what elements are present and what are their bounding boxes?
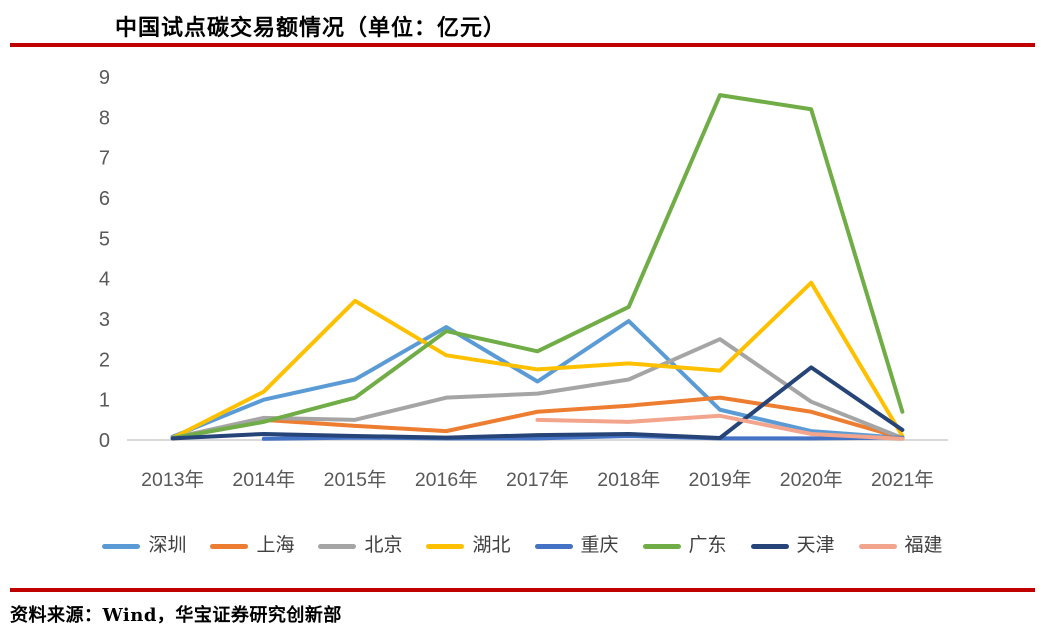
legend-item-beijing: 北京 — [318, 534, 402, 558]
series-line-shenzhen — [170, 319, 905, 440]
x-axis-label: 2016年 — [415, 469, 478, 491]
legend-label: 福建 — [904, 535, 943, 556]
legend-swatch-shanghai — [210, 543, 249, 549]
y-axis-tick: 6 — [99, 188, 110, 210]
x-axis-label: 2021年 — [871, 469, 934, 491]
x-axis-label: 2013年 — [141, 469, 204, 491]
series-line-shanghai — [170, 395, 905, 440]
series-line-tianjin — [170, 365, 905, 441]
top-divider — [10, 43, 1035, 47]
x-axis-label: 2017年 — [506, 469, 569, 491]
legend-label: 北京 — [364, 535, 403, 556]
legend-label: 广东 — [688, 535, 727, 556]
x-axis-label: 2020年 — [780, 469, 843, 491]
y-axis-tick: 2 — [99, 349, 110, 371]
legend-swatch-beijing — [318, 543, 357, 549]
legend-swatch-guangdong — [642, 543, 681, 549]
y-axis-tick: 3 — [99, 309, 110, 331]
legend-item-shenzhen: 深圳 — [102, 534, 186, 558]
y-axis-tick: 7 — [99, 148, 110, 170]
legend-item-tianjin: 天津 — [750, 534, 835, 558]
legend-item-fujian: 福建 — [858, 534, 943, 558]
y-axis-tick: 0 — [99, 430, 110, 452]
y-axis-tick: 4 — [99, 269, 110, 291]
series-line-beijing — [170, 337, 905, 440]
x-axis-label: 2019年 — [688, 469, 751, 491]
series-line-guangdong — [170, 93, 905, 440]
x-axis-label: 2014年 — [232, 469, 295, 491]
legend-label: 湖北 — [472, 535, 511, 556]
legend-swatch-shenzhen — [102, 543, 141, 549]
x-axis-label: 2015年 — [324, 469, 387, 491]
y-axis-tick: 9 — [99, 67, 110, 89]
legend-swatch-hubei — [426, 543, 465, 549]
legend-label: 天津 — [796, 535, 835, 556]
y-axis-tick: 8 — [99, 107, 110, 129]
legend-swatch-fujian — [858, 543, 897, 549]
bottom-divider — [10, 588, 1035, 592]
chart-legend: 深圳 上海 北京 湖北 重庆 广东 天津 福建 — [0, 534, 1045, 558]
legend-item-shanghai: 上海 — [210, 534, 294, 558]
legend-label: 上海 — [256, 535, 295, 556]
source-note: 资料来源：Wind，华宝证券研究创新部 — [10, 605, 342, 626]
legend-item-hubei: 湖北 — [426, 534, 511, 558]
legend-label: 重庆 — [580, 535, 619, 556]
line-chart-plot-area: 0 1 2 3 4 5 6 7 8 9 2013年 2014年 2015年 2016年 2017年 2018年… — [99, 67, 948, 491]
legend-item-chongqing: 重庆 — [534, 534, 619, 558]
legend-item-guangdong: 广东 — [642, 534, 727, 558]
series-line-fujian — [535, 413, 905, 441]
series-line-hubei — [170, 280, 905, 440]
y-axis-tick: 5 — [99, 228, 110, 250]
legend-swatch-tianjin — [750, 543, 789, 549]
y-axis-tick: 1 — [99, 390, 110, 412]
legend-label: 深圳 — [148, 535, 187, 556]
x-axis-label: 2018年 — [597, 469, 660, 491]
chart-title: 中国试点碳交易额情况（单位：亿元） — [115, 15, 507, 41]
legend-swatch-chongqing — [534, 543, 573, 549]
